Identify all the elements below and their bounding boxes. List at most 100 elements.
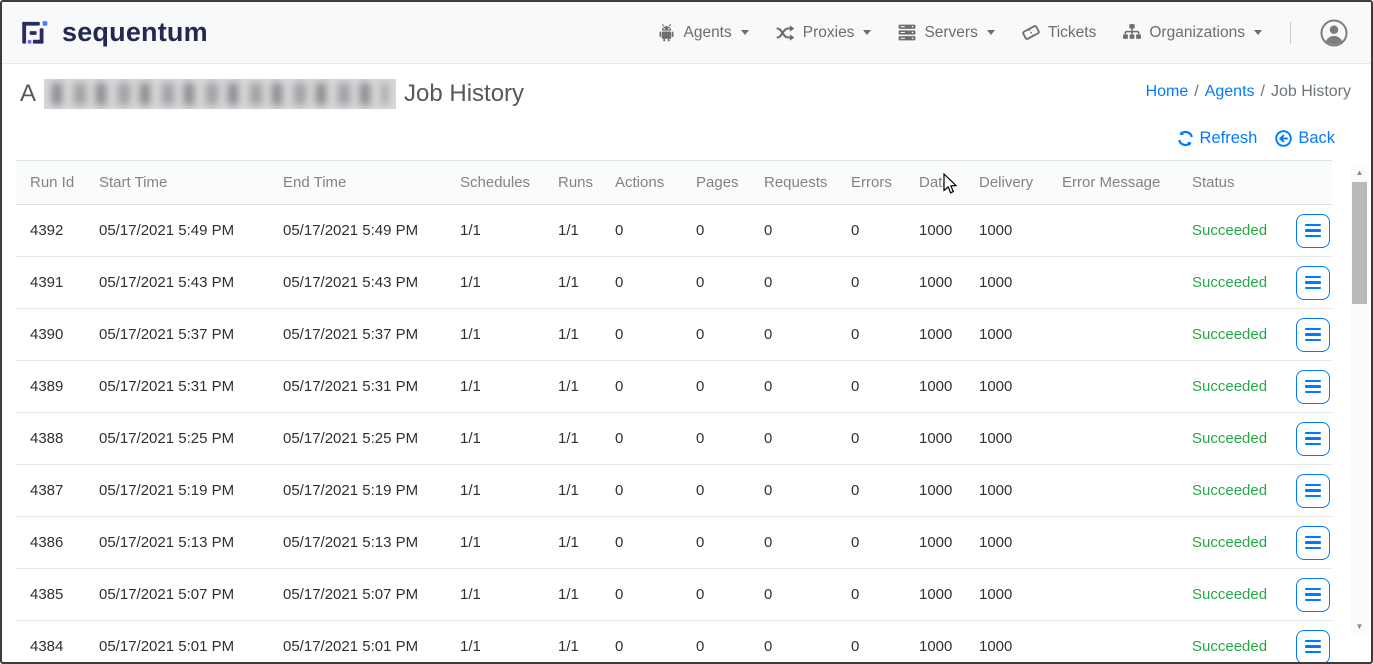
cell-status: Succeeded: [1178, 256, 1282, 309]
breadcrumb: Home / Agents / Job History: [1145, 83, 1351, 100]
nav-item-organizations[interactable]: Organizations: [1122, 23, 1262, 42]
cell-data: 1000: [905, 568, 965, 621]
hamburger-menu-icon: [1305, 379, 1321, 383]
scrollbar-thumb[interactable]: [1352, 182, 1367, 304]
cell-pages: 0: [682, 308, 750, 361]
cell-row-actions: [1282, 620, 1332, 662]
cell-errors: 0: [837, 412, 905, 465]
table-row: 4386 05/17/2021 5:13 PM 05/17/2021 5:13 …: [16, 516, 1332, 569]
hamburger-menu-icon: [1305, 483, 1321, 487]
cell-schedules: 1/1: [446, 464, 544, 517]
nav-item-agents[interactable]: Agents: [657, 23, 749, 42]
col-error-message: Error Message: [1048, 160, 1178, 205]
cell-requests: 0: [750, 308, 837, 361]
table-row: 4384 05/17/2021 5:01 PM 05/17/2021 5:01 …: [16, 620, 1332, 662]
cell-status: Succeeded: [1178, 204, 1282, 257]
cell-delivery: 1000: [965, 308, 1048, 361]
nav-label: Tickets: [1047, 23, 1097, 41]
cell-error-message: [1048, 516, 1178, 569]
row-menu-button[interactable]: [1296, 577, 1330, 612]
col-pages: Pages: [682, 160, 750, 205]
cell-requests: 0: [750, 464, 837, 517]
refresh-button[interactable]: Refresh: [1177, 129, 1257, 148]
cell-row-actions: [1282, 412, 1332, 465]
cell-data: 1000: [905, 464, 965, 517]
back-button[interactable]: Back: [1275, 129, 1335, 148]
cell-start-time: 05/17/2021 5:07 PM: [85, 568, 269, 621]
cell-delivery: 1000: [965, 360, 1048, 413]
table-row: 4387 05/17/2021 5:19 PM 05/17/2021 5:19 …: [16, 464, 1332, 517]
row-menu-button[interactable]: [1296, 421, 1330, 456]
refresh-icon: [1177, 130, 1194, 147]
cell-requests: 0: [750, 256, 837, 309]
cell-data: 1000: [905, 620, 965, 662]
cell-schedules: 1/1: [446, 568, 544, 621]
org-chart-icon: [1122, 23, 1142, 42]
cell-end-time: 05/17/2021 5:37 PM: [269, 308, 446, 361]
cell-run-id: 4390: [16, 308, 85, 361]
back-circle-icon: [1275, 130, 1293, 147]
brand-logo[interactable]: sequentum: [18, 16, 208, 50]
cell-run-id: 4386: [16, 516, 85, 569]
cell-data: 1000: [905, 516, 965, 569]
page-title: A Job History: [20, 79, 524, 109]
hamburger-menu-icon: [1305, 535, 1321, 539]
cell-run-id: 4384: [16, 620, 85, 662]
cell-pages: 0: [682, 568, 750, 621]
cell-pages: 0: [682, 256, 750, 309]
scroll-down-arrow[interactable]: ▼: [1355, 622, 1364, 631]
col-runs: Runs: [544, 160, 601, 205]
chevron-down-icon: [740, 30, 749, 35]
breadcrumb-agents-link[interactable]: Agents: [1204, 83, 1255, 100]
cell-schedules: 1/1: [446, 412, 544, 465]
cell-schedules: 1/1: [446, 308, 544, 361]
cell-errors: 0: [837, 256, 905, 309]
main-nav: Agents Proxies: [657, 18, 1349, 48]
nav-item-proxies[interactable]: Proxies: [775, 24, 872, 42]
cell-data: 1000: [905, 412, 965, 465]
row-menu-button[interactable]: [1296, 317, 1330, 352]
cell-end-time: 05/17/2021 5:43 PM: [269, 256, 446, 309]
user-circle-icon: [1319, 18, 1349, 48]
cell-row-actions: [1282, 516, 1332, 569]
vertical-scrollbar[interactable]: ▲ ▼: [1351, 165, 1368, 635]
cell-row-actions: [1282, 256, 1332, 309]
cell-status: Succeeded: [1178, 464, 1282, 517]
cell-actions: 0: [601, 256, 682, 309]
breadcrumb-current: Job History: [1270, 83, 1351, 100]
cell-errors: 0: [837, 308, 905, 361]
user-menu-button[interactable]: [1319, 18, 1349, 48]
hamburger-menu-icon: [1305, 275, 1321, 279]
cell-schedules: 1/1: [446, 516, 544, 569]
cell-start-time: 05/17/2021 5:43 PM: [85, 256, 269, 309]
scroll-up-arrow[interactable]: ▲: [1355, 168, 1364, 177]
table-toolbar: Refresh Back: [2, 109, 1371, 160]
redacted-agent-name: [44, 79, 397, 109]
cell-schedules: 1/1: [446, 360, 544, 413]
breadcrumb-home-link[interactable]: Home: [1145, 83, 1189, 100]
cell-start-time: 05/17/2021 5:13 PM: [85, 516, 269, 569]
cell-runs: 1/1: [544, 568, 601, 621]
cell-errors: 0: [837, 360, 905, 413]
cell-delivery: 1000: [965, 516, 1048, 569]
row-menu-button[interactable]: [1296, 525, 1330, 560]
ticket-icon: [1021, 23, 1041, 42]
cell-end-time: 05/17/2021 5:31 PM: [269, 360, 446, 413]
back-label: Back: [1298, 129, 1335, 147]
row-menu-button[interactable]: [1296, 473, 1330, 508]
nav-label: Servers: [924, 23, 978, 41]
row-menu-button[interactable]: [1296, 265, 1330, 300]
cell-row-actions: [1282, 308, 1332, 361]
col-end-time: End Time: [269, 160, 446, 205]
cell-run-id: 4385: [16, 568, 85, 621]
col-start-time: Start Time: [85, 160, 269, 205]
row-menu-button[interactable]: [1296, 213, 1330, 248]
nav-item-tickets[interactable]: Tickets: [1021, 23, 1097, 42]
hamburger-menu-icon: [1305, 327, 1321, 331]
nav-item-servers[interactable]: Servers: [897, 23, 995, 42]
row-menu-button[interactable]: [1296, 629, 1330, 662]
row-menu-button[interactable]: [1296, 369, 1330, 404]
cell-error-message: [1048, 412, 1178, 465]
cell-end-time: 05/17/2021 5:07 PM: [269, 568, 446, 621]
